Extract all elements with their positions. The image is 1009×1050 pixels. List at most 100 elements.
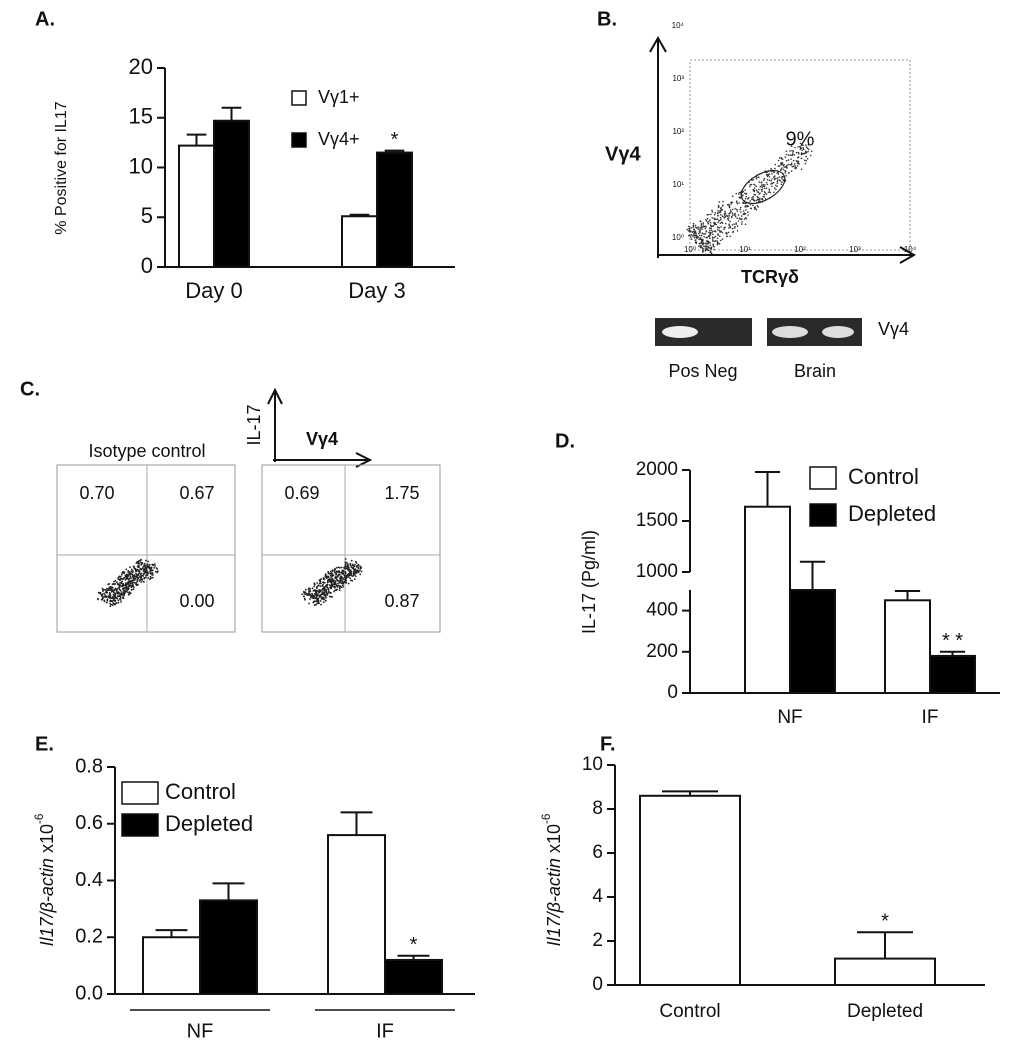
y-axis-label: Vγ4 xyxy=(605,143,641,165)
dot xyxy=(805,144,807,146)
dot xyxy=(787,163,790,166)
lanes-label: Pos Neg xyxy=(668,361,737,381)
dot xyxy=(758,199,761,201)
dot xyxy=(140,558,142,561)
dot xyxy=(319,600,322,602)
dot xyxy=(330,572,333,574)
legend-label: Control xyxy=(165,779,236,804)
dot xyxy=(730,210,732,213)
dot xyxy=(149,572,152,575)
dot xyxy=(723,216,725,219)
dot xyxy=(353,573,356,576)
x-axis-label: TCRγδ xyxy=(741,267,799,287)
dot xyxy=(805,146,808,148)
dot xyxy=(359,569,361,572)
dot xyxy=(720,218,722,221)
dot xyxy=(700,227,703,229)
dot xyxy=(790,170,793,172)
dot xyxy=(727,231,730,234)
dot xyxy=(341,584,344,587)
dot xyxy=(104,588,107,591)
dot xyxy=(114,600,116,603)
dot xyxy=(101,587,104,590)
legend-swatch xyxy=(121,781,159,805)
dot xyxy=(709,219,711,221)
dot xyxy=(762,195,764,198)
dot xyxy=(738,202,740,204)
dot xyxy=(342,573,345,575)
dot xyxy=(100,593,103,596)
legend-swatch xyxy=(809,503,837,527)
dot xyxy=(704,253,707,256)
dot xyxy=(728,227,730,229)
dot xyxy=(323,587,326,589)
dot xyxy=(760,181,763,184)
x-tick-label: 10⁴ xyxy=(904,245,917,254)
dot xyxy=(697,226,700,228)
dot xyxy=(319,581,321,583)
dot xyxy=(327,581,329,583)
dot xyxy=(340,566,343,569)
dot xyxy=(116,581,118,584)
plot-frame xyxy=(261,464,441,633)
dot-cloud xyxy=(686,142,813,256)
dot xyxy=(718,219,721,222)
dot xyxy=(336,588,338,591)
dot xyxy=(702,224,705,226)
x-tick-label: 10⁰ xyxy=(684,245,696,254)
dot xyxy=(315,591,318,594)
dot xyxy=(342,569,345,572)
error-bar xyxy=(939,650,966,656)
dot xyxy=(145,574,147,577)
dot xyxy=(124,575,127,578)
dot xyxy=(744,217,747,219)
dot xyxy=(133,574,136,577)
dot xyxy=(723,228,725,230)
dot xyxy=(115,602,118,604)
dot xyxy=(773,187,776,189)
quadrant-value: 1.75 xyxy=(384,483,419,503)
dot xyxy=(754,207,757,210)
dot xyxy=(345,575,347,578)
dot xyxy=(717,206,720,209)
dot xyxy=(319,590,321,593)
dot xyxy=(355,571,357,574)
y-tick-label: 0 xyxy=(592,974,603,995)
dot xyxy=(333,569,336,572)
y-tick-label: 4 xyxy=(592,886,603,907)
dot xyxy=(710,229,713,231)
dot xyxy=(702,238,704,241)
dot xyxy=(110,590,113,593)
dot xyxy=(771,178,773,180)
dot xyxy=(791,165,794,168)
gel: Vγ4 Pos Neg Brain xyxy=(655,318,909,381)
dot xyxy=(329,585,332,587)
y-label-text: Il17/β-actin xyxy=(544,858,564,946)
dot xyxy=(113,595,116,597)
x-tick-label: Day 3 xyxy=(348,278,405,303)
dot xyxy=(308,591,310,593)
dot xyxy=(327,588,330,591)
x-tick-label: 10³ xyxy=(849,245,861,254)
dot xyxy=(344,561,347,563)
dot xyxy=(317,601,320,603)
dot xyxy=(135,575,138,578)
dot xyxy=(705,220,708,222)
dot xyxy=(125,590,128,593)
dot xyxy=(700,223,703,226)
dot xyxy=(119,599,122,601)
dot xyxy=(347,582,350,585)
bar xyxy=(639,794,741,986)
bar xyxy=(327,834,386,995)
dot xyxy=(142,580,145,583)
dot xyxy=(804,159,806,162)
dot xyxy=(717,221,719,224)
dot xyxy=(700,234,703,237)
dot xyxy=(313,583,316,586)
dot xyxy=(708,220,710,223)
dot xyxy=(308,587,310,589)
dot xyxy=(344,564,347,567)
bar xyxy=(178,144,215,268)
dot xyxy=(144,564,147,567)
dot xyxy=(135,582,138,584)
